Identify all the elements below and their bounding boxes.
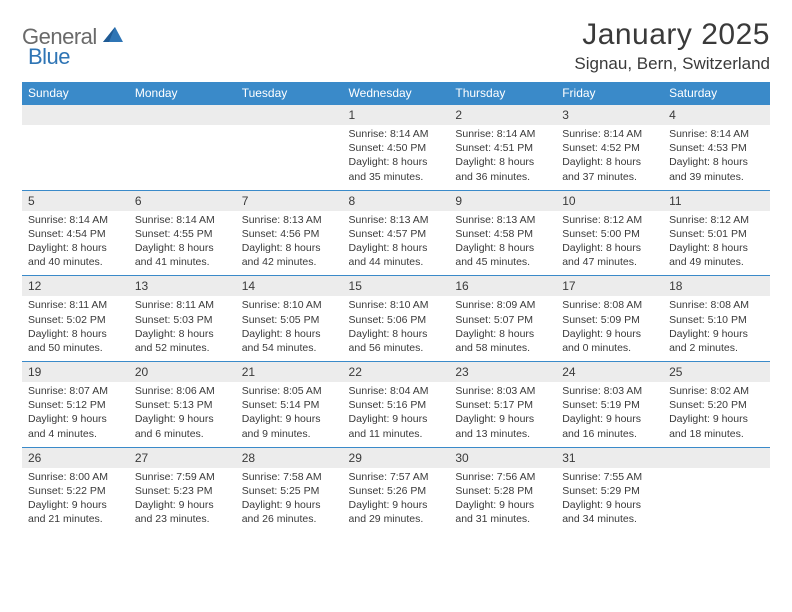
day-number-cell: 22 xyxy=(343,362,450,382)
day-number-cell: 2 xyxy=(449,105,556,125)
day-number-cell: 21 xyxy=(236,362,343,382)
day-detail-cell: Sunrise: 8:14 AMSunset: 4:50 PMDaylight:… xyxy=(343,125,450,190)
day-detail-cell: Sunrise: 8:12 AMSunset: 5:01 PMDaylight:… xyxy=(663,211,770,276)
weekday-header: Tuesday xyxy=(236,82,343,105)
day-number-row: 19202122232425 xyxy=(22,362,770,382)
day-number-cell: 20 xyxy=(129,362,236,382)
day-detail-cell: Sunrise: 8:14 AMSunset: 4:53 PMDaylight:… xyxy=(663,125,770,190)
day-detail-cell: Sunrise: 8:09 AMSunset: 5:07 PMDaylight:… xyxy=(449,296,556,361)
day-detail-row: Sunrise: 8:00 AMSunset: 5:22 PMDaylight:… xyxy=(22,468,770,533)
day-detail-cell: Sunrise: 8:12 AMSunset: 5:00 PMDaylight:… xyxy=(556,211,663,276)
brand-word-2: Blue xyxy=(28,44,70,69)
day-detail-cell: Sunrise: 8:04 AMSunset: 5:16 PMDaylight:… xyxy=(343,382,450,447)
day-detail-cell: Sunrise: 7:58 AMSunset: 5:25 PMDaylight:… xyxy=(236,468,343,533)
day-detail-cell: Sunrise: 7:55 AMSunset: 5:29 PMDaylight:… xyxy=(556,468,663,533)
day-detail-cell: Sunrise: 8:08 AMSunset: 5:09 PMDaylight:… xyxy=(556,296,663,361)
day-number-cell: 14 xyxy=(236,276,343,296)
day-number-cell: 19 xyxy=(22,362,129,382)
day-detail-cell: Sunrise: 7:59 AMSunset: 5:23 PMDaylight:… xyxy=(129,468,236,533)
day-detail-cell: Sunrise: 8:03 AMSunset: 5:17 PMDaylight:… xyxy=(449,382,556,447)
day-number-row: 1234 xyxy=(22,105,770,125)
day-number-cell: 31 xyxy=(556,448,663,468)
day-number-cell: 16 xyxy=(449,276,556,296)
day-detail-cell: Sunrise: 8:14 AMSunset: 4:52 PMDaylight:… xyxy=(556,125,663,190)
weekday-header: Saturday xyxy=(663,82,770,105)
day-number-cell xyxy=(22,105,129,125)
day-number-cell: 30 xyxy=(449,448,556,468)
day-detail-row: Sunrise: 8:14 AMSunset: 4:50 PMDaylight:… xyxy=(22,125,770,190)
day-number-cell: 10 xyxy=(556,191,663,211)
day-detail-row: Sunrise: 8:11 AMSunset: 5:02 PMDaylight:… xyxy=(22,296,770,361)
day-detail-cell: Sunrise: 8:14 AMSunset: 4:55 PMDaylight:… xyxy=(129,211,236,276)
day-number-cell xyxy=(236,105,343,125)
weekday-header: Sunday xyxy=(22,82,129,105)
day-number-cell: 11 xyxy=(663,191,770,211)
day-detail-cell xyxy=(22,125,129,190)
day-detail-cell: Sunrise: 7:56 AMSunset: 5:28 PMDaylight:… xyxy=(449,468,556,533)
day-detail-cell: Sunrise: 8:13 AMSunset: 4:58 PMDaylight:… xyxy=(449,211,556,276)
day-number-row: 12131415161718 xyxy=(22,276,770,296)
weekday-header: Thursday xyxy=(449,82,556,105)
day-detail-cell: Sunrise: 8:14 AMSunset: 4:51 PMDaylight:… xyxy=(449,125,556,190)
day-detail-cell: Sunrise: 8:02 AMSunset: 5:20 PMDaylight:… xyxy=(663,382,770,447)
day-detail-cell xyxy=(663,468,770,533)
day-number-row: 567891011 xyxy=(22,191,770,211)
day-detail-cell: Sunrise: 8:13 AMSunset: 4:57 PMDaylight:… xyxy=(343,211,450,276)
day-number-cell: 9 xyxy=(449,191,556,211)
day-detail-cell: Sunrise: 8:10 AMSunset: 5:05 PMDaylight:… xyxy=(236,296,343,361)
day-number-cell: 4 xyxy=(663,105,770,125)
day-detail-row: Sunrise: 8:14 AMSunset: 4:54 PMDaylight:… xyxy=(22,211,770,276)
weekday-header: Monday xyxy=(129,82,236,105)
day-detail-cell: Sunrise: 8:11 AMSunset: 5:02 PMDaylight:… xyxy=(22,296,129,361)
day-detail-cell: Sunrise: 8:06 AMSunset: 5:13 PMDaylight:… xyxy=(129,382,236,447)
day-detail-cell: Sunrise: 8:11 AMSunset: 5:03 PMDaylight:… xyxy=(129,296,236,361)
day-detail-cell xyxy=(129,125,236,190)
day-number-cell: 3 xyxy=(556,105,663,125)
day-number-cell xyxy=(663,448,770,468)
title-block: January 2025 Signau, Bern, Switzerland xyxy=(574,18,770,74)
day-number-cell: 26 xyxy=(22,448,129,468)
day-number-cell: 1 xyxy=(343,105,450,125)
day-number-cell: 29 xyxy=(343,448,450,468)
sail-icon xyxy=(101,25,125,50)
location-subtitle: Signau, Bern, Switzerland xyxy=(574,54,770,74)
day-number-cell: 28 xyxy=(236,448,343,468)
day-number-cell: 12 xyxy=(22,276,129,296)
day-number-row: 262728293031 xyxy=(22,448,770,468)
day-detail-cell: Sunrise: 8:10 AMSunset: 5:06 PMDaylight:… xyxy=(343,296,450,361)
day-detail-cell: Sunrise: 7:57 AMSunset: 5:26 PMDaylight:… xyxy=(343,468,450,533)
day-number-cell: 6 xyxy=(129,191,236,211)
day-detail-cell: Sunrise: 8:00 AMSunset: 5:22 PMDaylight:… xyxy=(22,468,129,533)
day-detail-row: Sunrise: 8:07 AMSunset: 5:12 PMDaylight:… xyxy=(22,382,770,447)
weekday-header-row: SundayMondayTuesdayWednesdayThursdayFrid… xyxy=(22,82,770,105)
day-number-cell: 17 xyxy=(556,276,663,296)
day-number-cell: 23 xyxy=(449,362,556,382)
day-number-cell: 5 xyxy=(22,191,129,211)
day-number-cell: 13 xyxy=(129,276,236,296)
brand-word-2-wrap: Blue xyxy=(28,44,70,70)
weekday-header: Wednesday xyxy=(343,82,450,105)
day-detail-cell: Sunrise: 8:07 AMSunset: 5:12 PMDaylight:… xyxy=(22,382,129,447)
day-number-cell: 15 xyxy=(343,276,450,296)
day-number-cell xyxy=(129,105,236,125)
day-number-cell: 24 xyxy=(556,362,663,382)
day-number-cell: 27 xyxy=(129,448,236,468)
page-header: General January 2025 Signau, Bern, Switz… xyxy=(22,18,770,74)
weekday-header: Friday xyxy=(556,82,663,105)
day-detail-cell: Sunrise: 8:14 AMSunset: 4:54 PMDaylight:… xyxy=(22,211,129,276)
day-detail-cell: Sunrise: 8:05 AMSunset: 5:14 PMDaylight:… xyxy=(236,382,343,447)
day-detail-cell xyxy=(236,125,343,190)
day-number-cell: 25 xyxy=(663,362,770,382)
day-detail-cell: Sunrise: 8:08 AMSunset: 5:10 PMDaylight:… xyxy=(663,296,770,361)
day-number-cell: 7 xyxy=(236,191,343,211)
calendar-table: SundayMondayTuesdayWednesdayThursdayFrid… xyxy=(22,82,770,532)
month-title: January 2025 xyxy=(574,18,770,52)
day-number-cell: 18 xyxy=(663,276,770,296)
day-detail-cell: Sunrise: 8:13 AMSunset: 4:56 PMDaylight:… xyxy=(236,211,343,276)
day-number-cell: 8 xyxy=(343,191,450,211)
day-detail-cell: Sunrise: 8:03 AMSunset: 5:19 PMDaylight:… xyxy=(556,382,663,447)
